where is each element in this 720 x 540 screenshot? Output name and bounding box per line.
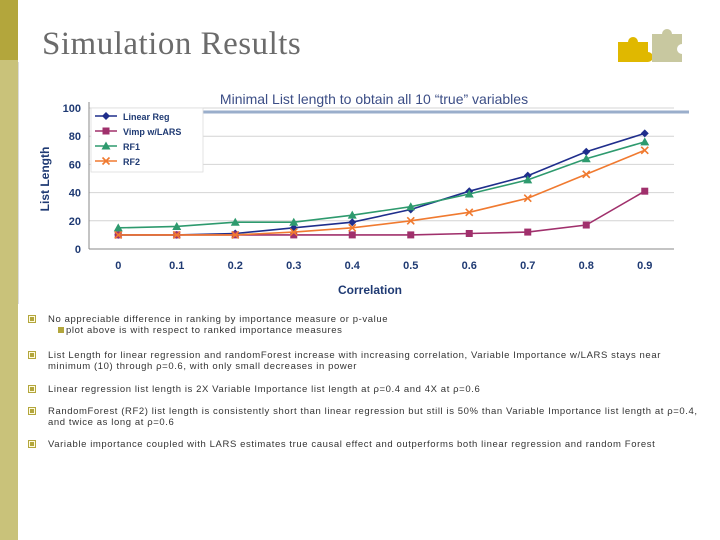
data-point-x [348, 223, 357, 232]
data-point-square [524, 228, 532, 236]
bullet-marker-icon [28, 407, 36, 415]
data-point-diamond [640, 129, 649, 138]
chart-panel: Minimal List length to obtain all 10 “tr… [18, 62, 703, 304]
bullet-item: List Length for linear regression and ra… [28, 350, 700, 372]
data-point-x [582, 170, 591, 179]
y-tick-label: 20 [69, 216, 81, 228]
bullet-item: Linear regression list length is 2X Vari… [28, 384, 480, 395]
left-accent-bar-top [0, 0, 18, 60]
data-point-triangle [406, 202, 416, 211]
chart-title: Minimal List length to obtain all 10 “tr… [220, 91, 528, 107]
line-chart: Minimal List length to obtain all 10 “tr… [38, 91, 689, 297]
data-point-x [101, 156, 111, 166]
y-tick-label: 100 [63, 103, 81, 115]
data-point-x [523, 194, 532, 203]
data-point-x [289, 228, 298, 237]
bullet-marker-icon [28, 440, 36, 448]
data-point-triangle [347, 210, 357, 219]
bullet-item: RandomForest (RF2) list length is consis… [28, 406, 700, 428]
bullet-item: No appreciable difference in ranking by … [28, 314, 700, 336]
data-point-square [290, 231, 298, 239]
data-point-x [172, 230, 181, 239]
x-tick-label: 0.4 [345, 260, 361, 272]
chart-legend: Linear Reg Vimp w/LARS RF1 RF2 [90, 107, 204, 173]
bullet-text: List Length for linear regression and ra… [48, 350, 661, 372]
legend-entry-label: RF1 [123, 142, 140, 152]
bullet-marker-icon [28, 351, 36, 359]
left-accent-bar [0, 0, 18, 540]
x-tick-label: 0.7 [520, 260, 535, 272]
data-point-square [102, 127, 110, 135]
bullet-marker-icon [28, 315, 36, 323]
bullet-text: No appreciable difference in ranking by … [48, 314, 389, 325]
x-tick-label: 0.6 [462, 260, 477, 272]
data-point-triangle [581, 154, 591, 163]
data-point-diamond [348, 218, 357, 227]
data-point-x [114, 230, 123, 239]
y-tick-label: 60 [69, 159, 81, 171]
series-line [118, 141, 645, 229]
x-tick-label: 0.8 [579, 260, 594, 272]
bullet-text: RandomForest (RF2) list length is consis… [48, 406, 698, 428]
sub-bullet-text: plot above is with respect to ranked imp… [66, 325, 343, 336]
slide-title: Simulation Results [42, 26, 302, 62]
data-point-triangle [640, 137, 650, 146]
legend-entry-label: Vimp w/LARS [123, 127, 181, 137]
legend-entry-label: Linear Reg [123, 112, 170, 122]
y-tick-label: 80 [69, 131, 81, 143]
data-point-square [407, 231, 415, 239]
data-point-square [641, 187, 649, 195]
y-tick-label: 0 [75, 244, 81, 256]
x-tick-label: 0.5 [403, 260, 418, 272]
data-point-triangle [230, 217, 240, 226]
bullet-item: Variable importance coupled with LARS es… [28, 439, 655, 450]
x-tick-label: 0.9 [637, 260, 652, 272]
data-point-triangle [113, 223, 123, 232]
legend-entry-label: RF2 [123, 157, 140, 167]
data-point-triangle [289, 217, 299, 226]
series-line [118, 149, 646, 236]
y-axis-label: List Length [38, 147, 52, 212]
axis-layer: 0 20 40 60 80 100 0 0.1 0.2 0.3 0.4 0.5 0.6 0.7 0.8 0.9 [63, 102, 674, 272]
bullet-marker-icon [28, 385, 36, 393]
x-tick-label: 0 [115, 260, 121, 272]
data-point-triangle [101, 141, 111, 150]
sub-bullet-marker-icon [58, 327, 64, 333]
data-point-diamond [582, 147, 591, 156]
bullet-text: Variable importance coupled with LARS es… [48, 439, 656, 450]
x-tick-label: 0.2 [228, 260, 243, 272]
x-tick-label: 0.3 [286, 260, 301, 272]
data-point-square [348, 231, 356, 239]
x-axis-label: Correlation [338, 283, 402, 297]
data-point-square [582, 221, 590, 229]
data-point-square [465, 229, 473, 237]
data-point-triangle [172, 221, 182, 230]
data-point-triangle [523, 175, 533, 184]
y-tick-label: 40 [69, 188, 81, 200]
bullet-text: Linear regression list length is 2X Vari… [48, 384, 481, 395]
data-point-x [640, 146, 649, 155]
data-point-x [406, 216, 415, 225]
bullet-list: No appreciable difference in ranking by … [28, 314, 700, 450]
data-point-x [465, 208, 474, 217]
data-point-diamond [102, 112, 110, 120]
data-point-triangle [464, 189, 474, 198]
series-layer [113, 129, 650, 239]
sub-bullet-item: plot above is with respect to ranked imp… [48, 325, 700, 336]
x-tick-label: 0.1 [169, 260, 184, 272]
series-line [118, 190, 646, 236]
data-point-x [231, 230, 240, 239]
